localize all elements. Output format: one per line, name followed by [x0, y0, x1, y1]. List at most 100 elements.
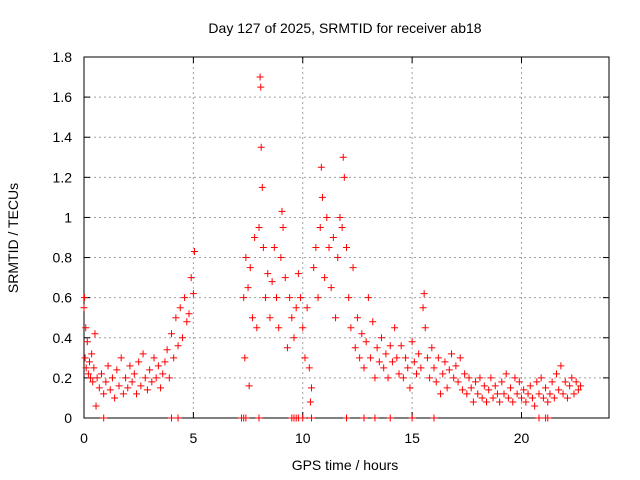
data-point [286, 294, 294, 302]
data-point [498, 378, 506, 386]
data-point [154, 362, 162, 370]
data-point [89, 378, 97, 386]
data-point [450, 374, 458, 382]
data-point [81, 354, 89, 362]
data-point [143, 386, 151, 394]
data-point [347, 324, 355, 332]
data-point [277, 254, 285, 262]
data-point [452, 362, 460, 370]
x-tick-label: 15 [404, 430, 420, 446]
data-point [270, 244, 278, 252]
x-tick-label: 10 [295, 430, 311, 446]
data-point [441, 358, 449, 366]
data-point [430, 364, 438, 372]
data-point [126, 362, 134, 370]
plot-frame [83, 56, 610, 419]
data-point [367, 354, 375, 362]
data-point [257, 83, 265, 91]
data-point [369, 318, 377, 326]
data-point [323, 213, 331, 221]
data-point [150, 354, 158, 362]
data-point [135, 358, 143, 366]
x-tick-label: 20 [514, 430, 530, 446]
data-point [83, 338, 91, 346]
grid-lines [84, 57, 609, 418]
data-point [448, 350, 455, 358]
data-point [511, 374, 519, 382]
data-point [559, 390, 567, 398]
data-point [474, 390, 482, 398]
data-point [430, 414, 438, 422]
data-point [316, 223, 324, 231]
x-axis-label: GPS time / hours [292, 457, 399, 473]
data-point [463, 390, 471, 398]
data-point [102, 378, 110, 386]
data-point [314, 294, 322, 302]
data-point [515, 378, 523, 386]
data-point [122, 374, 130, 382]
data-point [393, 354, 401, 362]
data-point [273, 294, 280, 302]
data-point [317, 163, 325, 171]
data-point [106, 386, 114, 394]
y-tick-label: 1 [64, 209, 72, 225]
data-point [245, 382, 253, 390]
data-point [386, 414, 394, 422]
data-point [148, 378, 156, 386]
data-point [489, 394, 497, 402]
data-point [299, 414, 307, 422]
data-point [421, 324, 429, 332]
data-point [297, 294, 305, 302]
data-point [417, 364, 425, 372]
data-point [500, 390, 508, 398]
data-point [242, 254, 250, 262]
data-point [373, 344, 381, 352]
data-point [487, 374, 495, 382]
data-point [240, 294, 248, 302]
data-point [572, 378, 580, 386]
data-point [483, 398, 490, 406]
data-point [419, 304, 427, 312]
data-points [80, 73, 585, 422]
data-point [262, 294, 270, 302]
data-point [292, 304, 300, 312]
data-point [266, 314, 274, 322]
data-point [100, 414, 108, 422]
axis-ticks: 0 0.2 0.4 0.6 0.8 1 1.2 1.4 1.6 1.8 0 5 10 15 20 [53, 49, 609, 446]
data-point [404, 364, 412, 372]
data-point [531, 402, 539, 410]
data-point [520, 386, 528, 394]
data-point [465, 374, 473, 382]
data-point [397, 342, 405, 350]
y-tick-label: 1.4 [53, 129, 73, 145]
data-point [82, 364, 90, 372]
data-point [406, 384, 414, 392]
data-point [185, 310, 193, 318]
data-point [251, 234, 259, 241]
data-point [445, 366, 453, 374]
data-point [290, 334, 298, 342]
data-point [312, 244, 320, 252]
data-point [461, 370, 469, 378]
data-point [119, 390, 127, 398]
data-point [310, 264, 318, 272]
data-point [117, 354, 125, 362]
data-point [244, 284, 252, 292]
data-point [378, 334, 385, 342]
data-point [518, 394, 525, 402]
data-point [183, 318, 191, 326]
data-point [174, 414, 182, 422]
data-point [329, 234, 337, 241]
data-point [281, 274, 289, 282]
data-point [364, 294, 372, 302]
data-point [242, 414, 250, 422]
data-point [454, 378, 462, 386]
data-point [111, 394, 119, 402]
data-point [544, 398, 552, 406]
data-point [146, 366, 154, 374]
data-point [275, 324, 283, 332]
data-point [181, 294, 189, 302]
data-point [124, 384, 132, 392]
data-point [343, 244, 350, 252]
